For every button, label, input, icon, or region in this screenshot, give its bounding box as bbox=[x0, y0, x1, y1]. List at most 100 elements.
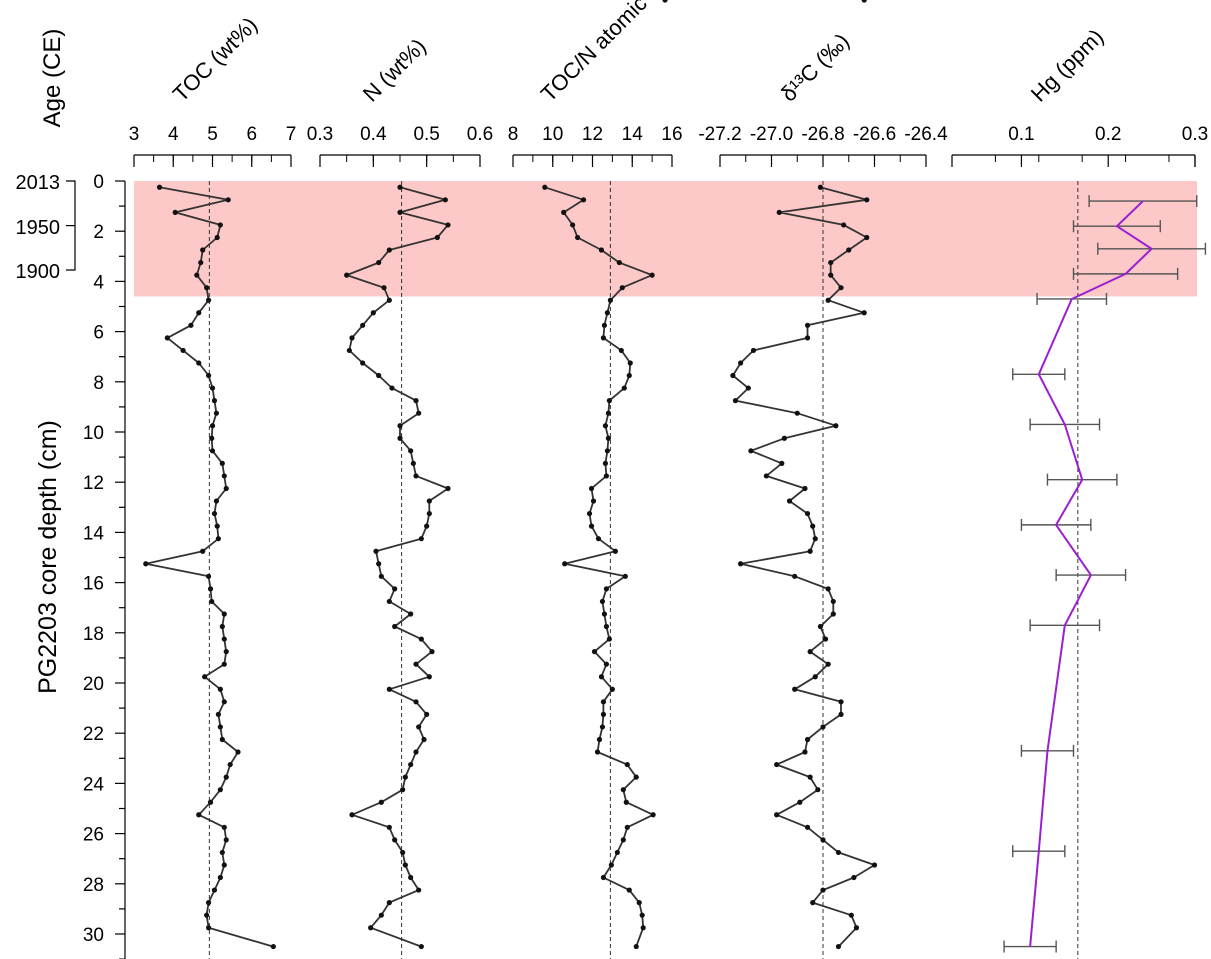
data-point bbox=[605, 435, 612, 441]
depth-axis: PG2203 core depth (cm) 02468101214161820… bbox=[34, 172, 126, 959]
depth-tick-label: 4 bbox=[93, 272, 104, 293]
data-point bbox=[397, 435, 403, 441]
x-tick-label: 0.4 bbox=[360, 124, 387, 145]
data-point bbox=[344, 272, 350, 278]
data-point bbox=[200, 247, 206, 253]
data-point bbox=[627, 360, 633, 366]
data-point bbox=[235, 749, 241, 755]
x-tick-label: 10 bbox=[542, 124, 563, 145]
age-axis-label: Age (CE) bbox=[39, 29, 66, 128]
x-tick-label: 7 bbox=[286, 124, 297, 145]
data-point bbox=[825, 586, 831, 592]
data-point bbox=[227, 761, 233, 768]
age-tick-label: 1950 bbox=[16, 217, 61, 239]
data-point bbox=[215, 711, 221, 717]
data-point bbox=[590, 498, 597, 504]
series-title: N (wt%) bbox=[358, 34, 431, 107]
data-point bbox=[429, 649, 435, 655]
depth-tick-label: 10 bbox=[83, 423, 104, 444]
data-point bbox=[600, 711, 607, 717]
panel: TOC (wt%) 3 4 5 6 7 bbox=[129, 12, 297, 959]
depth-tick-label: 22 bbox=[83, 724, 104, 745]
data-point bbox=[392, 837, 398, 843]
data-point bbox=[598, 247, 605, 253]
depth-tick-label: 28 bbox=[83, 875, 104, 896]
data-point bbox=[802, 485, 808, 492]
data-point bbox=[804, 335, 811, 341]
data-point bbox=[745, 385, 751, 391]
data-point bbox=[822, 636, 829, 642]
data-point bbox=[221, 611, 227, 617]
data-point bbox=[360, 322, 366, 328]
data-point bbox=[794, 410, 800, 416]
data-point bbox=[738, 360, 744, 366]
data-point bbox=[194, 272, 200, 278]
data-point bbox=[426, 510, 432, 517]
data-point bbox=[810, 900, 816, 906]
data-point bbox=[413, 699, 419, 705]
data-point bbox=[424, 711, 430, 717]
data-point bbox=[270, 943, 276, 950]
data-point bbox=[633, 774, 639, 780]
data-point bbox=[804, 736, 811, 743]
data-point bbox=[807, 649, 813, 655]
series-title: TOC/N atomic bbox=[536, 0, 652, 107]
series-line bbox=[1029, 200, 1153, 947]
data-point bbox=[219, 460, 225, 466]
data-point bbox=[623, 799, 629, 805]
data-point bbox=[349, 335, 355, 341]
data-point bbox=[205, 900, 212, 906]
data-point bbox=[215, 536, 221, 542]
x-tick-label: 0.2 bbox=[1095, 124, 1121, 145]
data-point bbox=[812, 674, 818, 680]
depth-tick-label: 6 bbox=[93, 323, 104, 344]
depth-tick-label: 24 bbox=[83, 774, 105, 795]
data-point bbox=[376, 561, 382, 567]
data-point bbox=[828, 259, 834, 266]
data-point bbox=[830, 611, 836, 617]
x-tick-label: -26.4 bbox=[904, 124, 948, 145]
data-point bbox=[402, 774, 408, 780]
x-tick-label: -26.6 bbox=[853, 124, 896, 145]
data-point bbox=[196, 812, 202, 818]
data-point bbox=[213, 498, 220, 504]
data-point bbox=[416, 887, 422, 893]
data-point bbox=[221, 636, 227, 642]
data-point bbox=[807, 774, 813, 780]
highlight-band bbox=[134, 181, 1197, 297]
data-point bbox=[386, 598, 392, 605]
data-point bbox=[574, 234, 581, 241]
age-tick-label: 1900 bbox=[16, 261, 61, 283]
data-point bbox=[381, 285, 387, 291]
data-point bbox=[376, 259, 382, 266]
data-point bbox=[588, 523, 595, 529]
data-point bbox=[418, 636, 424, 642]
data-point bbox=[217, 686, 223, 692]
data-point bbox=[607, 297, 613, 303]
data-point bbox=[370, 310, 376, 316]
data-point bbox=[562, 561, 568, 567]
panel: N (wt%) 0.3 0.4 0.5 0.6 bbox=[307, 34, 493, 959]
data-point bbox=[851, 874, 857, 881]
data-point bbox=[408, 611, 414, 617]
data-point bbox=[156, 184, 163, 190]
data-point bbox=[804, 322, 811, 328]
age-axis: Age (CE) 2013 1950 1900 bbox=[16, 29, 76, 283]
data-point bbox=[416, 410, 422, 416]
data-point bbox=[599, 598, 606, 605]
data-point bbox=[214, 523, 220, 529]
x-tick-label: 14 bbox=[622, 124, 644, 145]
data-point bbox=[812, 536, 818, 542]
data-point bbox=[871, 862, 878, 868]
data-point bbox=[606, 636, 612, 642]
data-point bbox=[373, 548, 379, 554]
data-point bbox=[349, 812, 355, 818]
data-point bbox=[602, 460, 609, 466]
x-tick-label: -27.2 bbox=[698, 124, 741, 145]
data-point bbox=[620, 787, 626, 793]
data-point bbox=[841, 222, 847, 228]
data-point bbox=[213, 410, 220, 416]
data-point bbox=[542, 184, 548, 190]
data-point bbox=[600, 335, 607, 341]
data-point bbox=[639, 912, 645, 918]
